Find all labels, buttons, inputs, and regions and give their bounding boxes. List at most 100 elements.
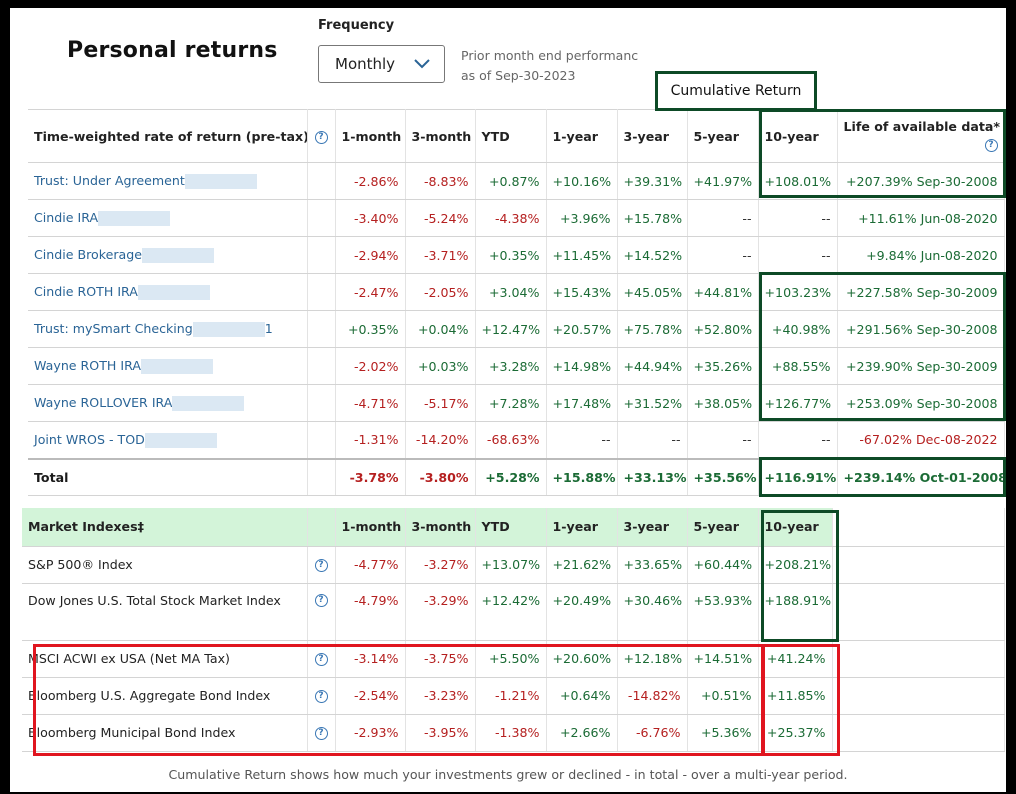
return-value: -- bbox=[687, 199, 759, 237]
return-value: +52.80% bbox=[687, 310, 759, 348]
return-value: -2.02% bbox=[335, 347, 406, 385]
index-return-value: +20.60% bbox=[546, 640, 618, 678]
question-circle-icon[interactable]: ? bbox=[314, 593, 328, 607]
index-return-value: -1.38% bbox=[475, 714, 547, 752]
help-column bbox=[307, 508, 336, 547]
table-row: Cindie IRA -3.40% -5.24% -4.38% +3.96% +15.78… bbox=[28, 199, 1005, 237]
total-row: Total -3.78% -3.80% +5.28% +15.88% +33.13% +35… bbox=[28, 457, 1005, 496]
table-row: Cindie ROTH IRA -2.47% -2.05% +3.04% +15.43%… bbox=[28, 273, 1005, 311]
index-row: Dow Jones U.S. Total Stock Market Index?… bbox=[22, 583, 1005, 641]
column-header-label: Life of available data* bbox=[843, 119, 1000, 134]
account-name-link[interactable]: Cindie IRA bbox=[34, 210, 99, 225]
column-header-label: 1-month bbox=[341, 519, 402, 535]
index-name: Dow Jones U.S. Total Stock Market Index bbox=[22, 583, 308, 641]
account-name-link[interactable]: Trust: mySmart Checking bbox=[34, 321, 193, 336]
index-return-value: -3.95% bbox=[405, 714, 476, 752]
empty-cell bbox=[832, 640, 1005, 678]
question-circle-icon[interactable]: ? bbox=[314, 130, 328, 144]
return-value: +0.04% bbox=[405, 310, 476, 348]
index-return-value: +53.93% bbox=[687, 583, 759, 641]
question-circle-icon[interactable]: ? bbox=[314, 559, 328, 572]
question-circle-icon[interactable]: ? bbox=[314, 653, 328, 666]
account-name-cell[interactable]: Cindie IRA bbox=[28, 199, 308, 237]
empty-cell bbox=[307, 421, 336, 459]
column-header: 1-year bbox=[546, 109, 618, 163]
return-value: +40.98% bbox=[758, 310, 838, 348]
performance-note-line: Prior month end performanc bbox=[461, 48, 639, 63]
return-value: +12.47% bbox=[475, 310, 547, 348]
account-name-link[interactable]: Cindie Brokerage bbox=[34, 247, 142, 262]
question-circle-icon[interactable]: ? bbox=[314, 690, 328, 703]
column-header-label: 3-year bbox=[623, 128, 669, 144]
return-value: +126.77% bbox=[758, 384, 838, 422]
account-name-link[interactable]: Joint WROS - TOD bbox=[34, 431, 145, 447]
life-return-text: -67.02% Dec-08-2022 bbox=[859, 432, 998, 448]
index-return-value: +2.66% bbox=[546, 714, 618, 752]
return-value: +3.28% bbox=[475, 347, 547, 385]
account-name-cell[interactable]: Joint WROS - TOD bbox=[28, 421, 308, 459]
return-value: -- bbox=[617, 421, 688, 459]
index-return-value: +20.49% bbox=[546, 583, 618, 641]
total-label: Total bbox=[28, 457, 308, 496]
account-name-cell[interactable]: Trust: Under Agreement bbox=[28, 162, 308, 200]
index-name-text: Bloomberg U.S. Aggregate Bond Index bbox=[28, 687, 271, 703]
index-return-value: +5.50% bbox=[475, 640, 547, 678]
help-cell: ? bbox=[307, 640, 336, 678]
question-circle-icon[interactable]: ? bbox=[314, 727, 328, 740]
return-value: -- bbox=[758, 421, 838, 459]
account-name-cell[interactable]: Cindie ROTH IRA bbox=[28, 273, 308, 311]
total-value: -3.78% bbox=[335, 457, 406, 496]
return-value: +44.94% bbox=[617, 347, 688, 385]
return-value: -- bbox=[687, 236, 759, 274]
return-value: +17.48% bbox=[546, 384, 618, 422]
return-value: +45.05% bbox=[617, 273, 688, 311]
table-row: Joint WROS - TOD -1.31% -14.20% -68.63% -- --… bbox=[28, 421, 1005, 459]
index-return-value: -4.79% bbox=[335, 583, 406, 641]
column-header-label: 3-year bbox=[623, 519, 669, 535]
life-return-cell: +11.61% Jun-08-2020 bbox=[837, 199, 1005, 237]
empty-cell bbox=[832, 677, 1005, 715]
index-return-value: -1.21% bbox=[475, 677, 547, 715]
table-row: Wayne ROLLOVER IRA -4.71% -5.17% +7.28% +17.… bbox=[28, 384, 1005, 422]
question-circle-icon[interactable]: ? bbox=[984, 139, 998, 152]
account-name-cell[interactable]: Trust: mySmart Checking 1 bbox=[28, 310, 308, 348]
frequency-label: Frequency bbox=[318, 18, 395, 33]
account-name-link[interactable]: Cindie ROTH IRA bbox=[34, 284, 138, 299]
empty-header bbox=[832, 508, 1005, 547]
account-name-cell[interactable]: Wayne ROLLOVER IRA bbox=[28, 384, 308, 422]
return-value: -- bbox=[687, 421, 759, 459]
return-value: -1.31% bbox=[335, 421, 406, 459]
performance-note: Prior month end performanc as of Sep-30-… bbox=[461, 46, 643, 86]
empty-cell bbox=[832, 714, 1005, 752]
account-name-link[interactable]: Wayne ROLLOVER IRA bbox=[34, 395, 173, 410]
table-row: Cindie Brokerage -2.94% -3.71% +0.35% +11.45… bbox=[28, 236, 1005, 274]
index-column-header: 1-year bbox=[546, 508, 618, 547]
index-return-value: -3.23% bbox=[405, 677, 476, 715]
return-value: +15.78% bbox=[617, 199, 688, 237]
index-return-value: +11.85% bbox=[758, 677, 833, 715]
account-name-cell[interactable]: Wayne ROTH IRA bbox=[28, 347, 308, 385]
column-header-label: YTD bbox=[481, 128, 510, 144]
account-name-link[interactable]: Trust: Under Agreement bbox=[34, 173, 185, 188]
total-life-text: +239.14% Oct-01-2008 bbox=[843, 469, 1004, 485]
frequency-select[interactable]: Monthly bbox=[318, 45, 445, 83]
return-value: -4.38% bbox=[475, 199, 547, 237]
return-value: +103.23% bbox=[758, 273, 838, 311]
account-name-cell[interactable]: Cindie Brokerage bbox=[28, 236, 308, 274]
return-value: +3.04% bbox=[475, 273, 547, 311]
empty-cell bbox=[307, 273, 336, 311]
life-return-text: +291.56% Sep-30-2008 bbox=[846, 321, 998, 337]
return-value: +88.55% bbox=[758, 347, 838, 385]
return-value: +14.52% bbox=[617, 236, 688, 274]
return-value: -2.86% bbox=[335, 162, 406, 200]
help-cell: ? bbox=[307, 677, 336, 715]
return-value: +10.16% bbox=[546, 162, 618, 200]
column-header-label: 1-month bbox=[341, 128, 402, 144]
life-return-cell: +227.58% Sep-30-2009 bbox=[837, 273, 1005, 311]
account-name-link[interactable]: Wayne ROTH IRA bbox=[34, 358, 141, 373]
market-indexes-table: Market Indexes‡ 1-month 3-month YTD 1-year 3-… bbox=[22, 508, 1005, 752]
column-header-label: YTD bbox=[481, 519, 510, 535]
redacted-account-number bbox=[144, 432, 217, 448]
empty-cell bbox=[307, 457, 336, 496]
index-column-header: 5-year bbox=[687, 508, 759, 547]
